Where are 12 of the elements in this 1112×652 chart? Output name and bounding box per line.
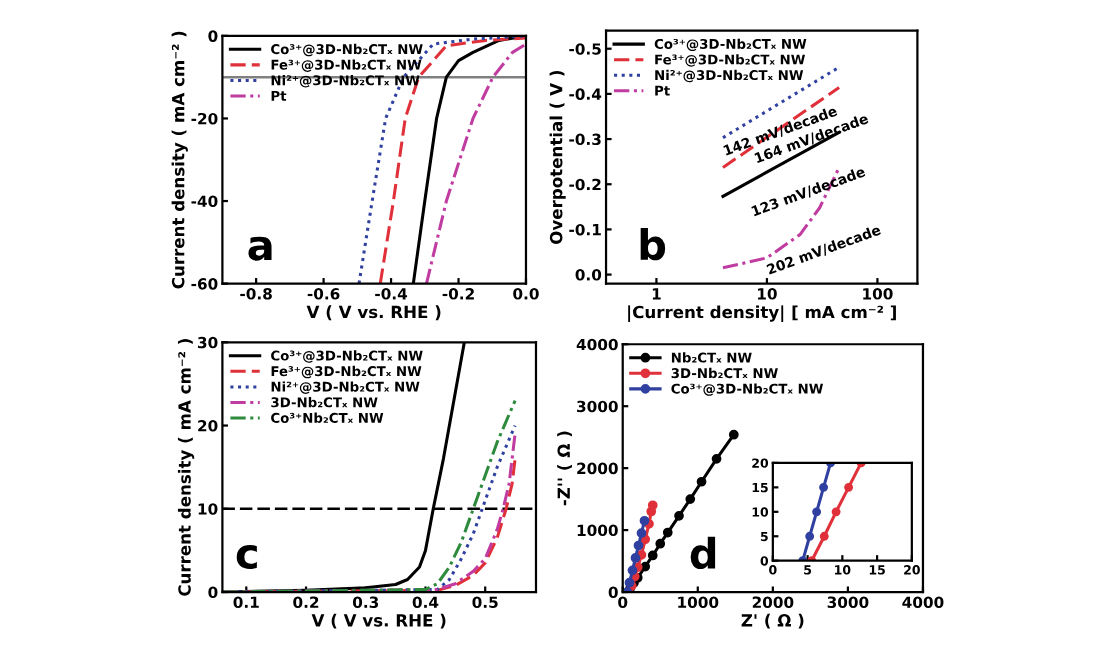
- annotation: a: [248, 236, 272, 261]
- x-axis-title: |Current density| [ mA cm⁻² ]: [628, 305, 896, 323]
- y-axis-title: Current density ( mA cm⁻² ): [177, 339, 195, 596]
- x-axis-title: V ( V vs. RHE ): [311, 613, 446, 629]
- y-axis-title: -Z'' ( Ω ): [557, 431, 572, 506]
- x-axis-title: V ( V vs. RHE ): [306, 305, 441, 321]
- annotation: c: [236, 545, 257, 569]
- y-axis-title: Current density ( mA cm⁻² ): [171, 31, 188, 289]
- x-axis-title: Z' ( Ω ): [741, 613, 804, 629]
- annotation: b: [640, 228, 666, 261]
- y-axis-title: Overpotential ( V ): [549, 70, 566, 244]
- annotation: d: [690, 536, 716, 570]
